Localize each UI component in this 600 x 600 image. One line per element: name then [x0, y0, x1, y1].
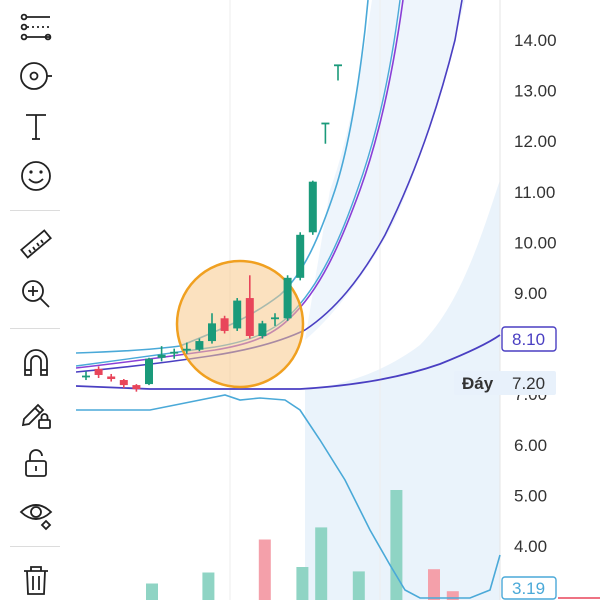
volume-bar [352, 571, 365, 600]
candle-body [208, 323, 216, 342]
toolbar-divider [10, 546, 60, 547]
candle[interactable] [82, 371, 90, 381]
floor-value: 7.20 [512, 374, 545, 393]
volume-bar [296, 567, 309, 600]
candle[interactable] [321, 122, 330, 144]
candle[interactable] [145, 357, 153, 386]
drawing-toolbar [0, 0, 76, 600]
candle[interactable] [283, 275, 292, 321]
candle[interactable] [308, 180, 317, 235]
candle[interactable] [107, 373, 116, 382]
indicator-value: 3.19 [512, 579, 545, 598]
toolbar-divider [10, 210, 60, 211]
candle-body [308, 181, 317, 233]
candle[interactable] [132, 384, 141, 392]
price-axis-ticks: 14.0013.0012.0011.0010.009.008.007.006.0… [514, 31, 557, 556]
candle-body [258, 323, 267, 337]
candle-body [132, 385, 141, 390]
toolbar-divider [10, 328, 60, 329]
candle[interactable] [208, 313, 216, 344]
text-tool-icon[interactable] [6, 106, 66, 146]
eye-icon[interactable] [6, 493, 66, 533]
candle-body [119, 380, 128, 386]
volume-bars [146, 490, 459, 600]
trend-lines-icon[interactable] [6, 6, 66, 46]
lock-icon[interactable] [6, 443, 66, 483]
price-tick-label: 12.00 [514, 132, 557, 151]
candle-body [107, 376, 116, 380]
candle[interactable] [170, 348, 179, 359]
price-tick-label: 13.00 [514, 82, 557, 101]
volume-bar [258, 539, 271, 600]
floor-price-tag[interactable]: Đáy 7.20 [454, 371, 556, 395]
candle-body [94, 368, 103, 375]
candle[interactable] [94, 366, 103, 379]
price-tick-label: 9.00 [514, 284, 547, 303]
candle-body [195, 341, 204, 350]
last-price-value: 8.10 [512, 330, 545, 349]
price-tick-label: 5.00 [514, 486, 547, 505]
floor-label: Đáy [462, 374, 494, 393]
candle-body [245, 298, 254, 337]
candle-body [220, 318, 229, 331]
fib-tool-icon[interactable] [6, 56, 66, 96]
lower-band-line [75, 0, 463, 373]
price-tick-label: 6.00 [514, 436, 547, 455]
volume-bar [428, 569, 440, 600]
candle[interactable] [182, 342, 191, 354]
candle[interactable] [334, 64, 342, 81]
volume-bar [315, 527, 328, 600]
long-ma-line [75, 334, 501, 390]
candle-body [283, 277, 292, 319]
emoji-icon[interactable] [6, 156, 66, 196]
magnet-icon[interactable] [6, 343, 66, 383]
bollinger-band-fill-upper [305, 0, 465, 340]
lock-drawing-icon[interactable] [6, 393, 66, 433]
price-tick-label: 4.00 [514, 537, 547, 556]
candle[interactable] [220, 315, 229, 334]
candle-body [233, 300, 242, 329]
price-tick-label: 11.00 [514, 183, 555, 202]
candles [82, 64, 342, 392]
zoom-in-icon[interactable] [6, 274, 66, 314]
candle[interactable] [195, 338, 204, 352]
candle-body [145, 358, 153, 385]
volume-bar [446, 591, 459, 600]
candle-body [157, 354, 166, 358]
candle[interactable] [119, 379, 128, 389]
bollinger-band-fill [305, 180, 500, 600]
candle[interactable] [296, 232, 305, 281]
candle[interactable] [271, 313, 279, 326]
candle[interactable] [258, 320, 267, 339]
ruler-icon[interactable] [6, 224, 66, 264]
price-tick-label: 10.00 [514, 233, 557, 252]
candle[interactable] [245, 275, 254, 339]
volume-bar [146, 583, 158, 600]
trash-icon[interactable] [6, 560, 66, 600]
price-tick-label: 14.00 [514, 31, 557, 50]
volume-bar [202, 572, 215, 600]
indicator-line [76, 394, 501, 599]
candle[interactable] [233, 298, 242, 331]
indicator-value-tag[interactable]: 3.19 [501, 576, 557, 600]
candle[interactable] [157, 346, 166, 362]
last-price-tag[interactable]: 8.10 [501, 326, 557, 352]
candle-body [296, 234, 305, 278]
volume-bar [390, 490, 403, 600]
